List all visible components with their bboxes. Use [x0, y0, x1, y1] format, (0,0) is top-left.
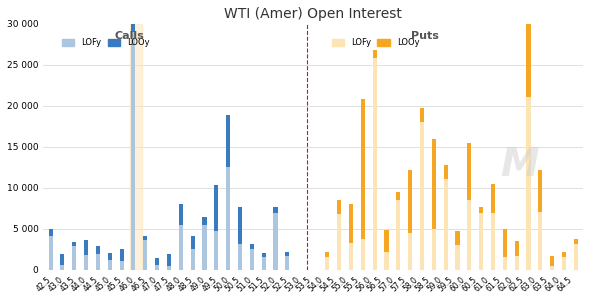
Bar — [408, 233, 412, 270]
Bar — [72, 242, 76, 246]
Text: Puts: Puts — [411, 31, 439, 41]
Bar — [432, 139, 436, 229]
Bar — [337, 200, 341, 214]
Title: WTI (Amer) Open Interest: WTI (Amer) Open Interest — [224, 7, 402, 21]
Bar — [455, 231, 460, 245]
Bar — [349, 204, 353, 243]
Bar — [191, 236, 195, 249]
Bar — [108, 253, 112, 260]
Bar — [155, 258, 159, 265]
Bar — [132, 0, 136, 32]
Bar — [179, 204, 183, 225]
Bar — [408, 169, 412, 233]
Bar — [491, 184, 495, 213]
Bar — [238, 207, 242, 244]
Bar — [479, 213, 483, 270]
Bar — [526, 0, 530, 98]
Bar — [385, 230, 389, 252]
Bar — [373, 50, 377, 58]
Bar — [167, 254, 171, 266]
Bar — [261, 253, 266, 257]
Bar — [250, 249, 254, 270]
Bar — [143, 240, 148, 270]
Bar — [238, 244, 242, 270]
Bar — [143, 236, 148, 240]
Bar — [120, 261, 124, 270]
Bar — [48, 229, 53, 236]
Bar — [361, 238, 365, 270]
Bar — [420, 122, 424, 270]
Bar — [349, 243, 353, 270]
Bar — [491, 213, 495, 270]
Legend: LOFy, LOOy: LOFy, LOOy — [328, 35, 422, 51]
Bar — [250, 244, 254, 249]
Bar — [108, 260, 112, 270]
Bar — [503, 257, 507, 270]
Bar — [444, 179, 448, 270]
Bar — [60, 254, 64, 265]
Bar — [155, 265, 159, 270]
Bar — [226, 115, 230, 167]
Bar — [574, 244, 578, 270]
Bar — [562, 257, 566, 270]
Bar — [373, 58, 377, 270]
Bar — [361, 99, 365, 238]
Bar — [132, 32, 136, 270]
Bar — [72, 246, 76, 270]
Bar — [202, 225, 206, 270]
Bar — [479, 207, 483, 213]
Bar — [167, 266, 171, 270]
Bar — [84, 240, 88, 255]
Bar — [444, 165, 448, 179]
Bar — [48, 236, 53, 270]
Bar — [130, 23, 142, 270]
Bar — [574, 238, 578, 244]
Bar — [514, 241, 519, 256]
Bar — [96, 246, 100, 254]
Bar — [538, 169, 542, 212]
Bar — [526, 98, 530, 270]
Bar — [337, 214, 341, 270]
Bar — [467, 142, 471, 200]
Text: M: M — [500, 146, 539, 184]
Bar — [467, 200, 471, 270]
Bar — [60, 265, 64, 270]
Bar — [84, 255, 88, 270]
Bar — [455, 245, 460, 270]
Bar — [432, 229, 436, 270]
Bar — [285, 252, 289, 256]
Bar — [550, 256, 554, 266]
Bar — [396, 200, 401, 270]
Bar — [96, 254, 100, 270]
Bar — [420, 108, 424, 122]
Bar — [191, 249, 195, 270]
Bar — [214, 185, 218, 231]
Bar — [226, 167, 230, 270]
Bar — [514, 256, 519, 270]
Bar — [285, 256, 289, 270]
Bar — [202, 217, 206, 225]
Bar — [562, 252, 566, 257]
Bar — [550, 266, 554, 270]
Bar — [538, 212, 542, 270]
Bar — [273, 213, 277, 270]
Bar — [273, 207, 277, 213]
Bar — [396, 192, 401, 200]
Bar — [179, 225, 183, 270]
Bar — [261, 257, 266, 270]
Text: Calls: Calls — [115, 31, 145, 41]
Bar — [325, 257, 329, 270]
Bar — [325, 252, 329, 257]
Bar — [214, 231, 218, 270]
Bar — [385, 252, 389, 270]
Bar — [120, 249, 124, 261]
Bar — [503, 229, 507, 257]
